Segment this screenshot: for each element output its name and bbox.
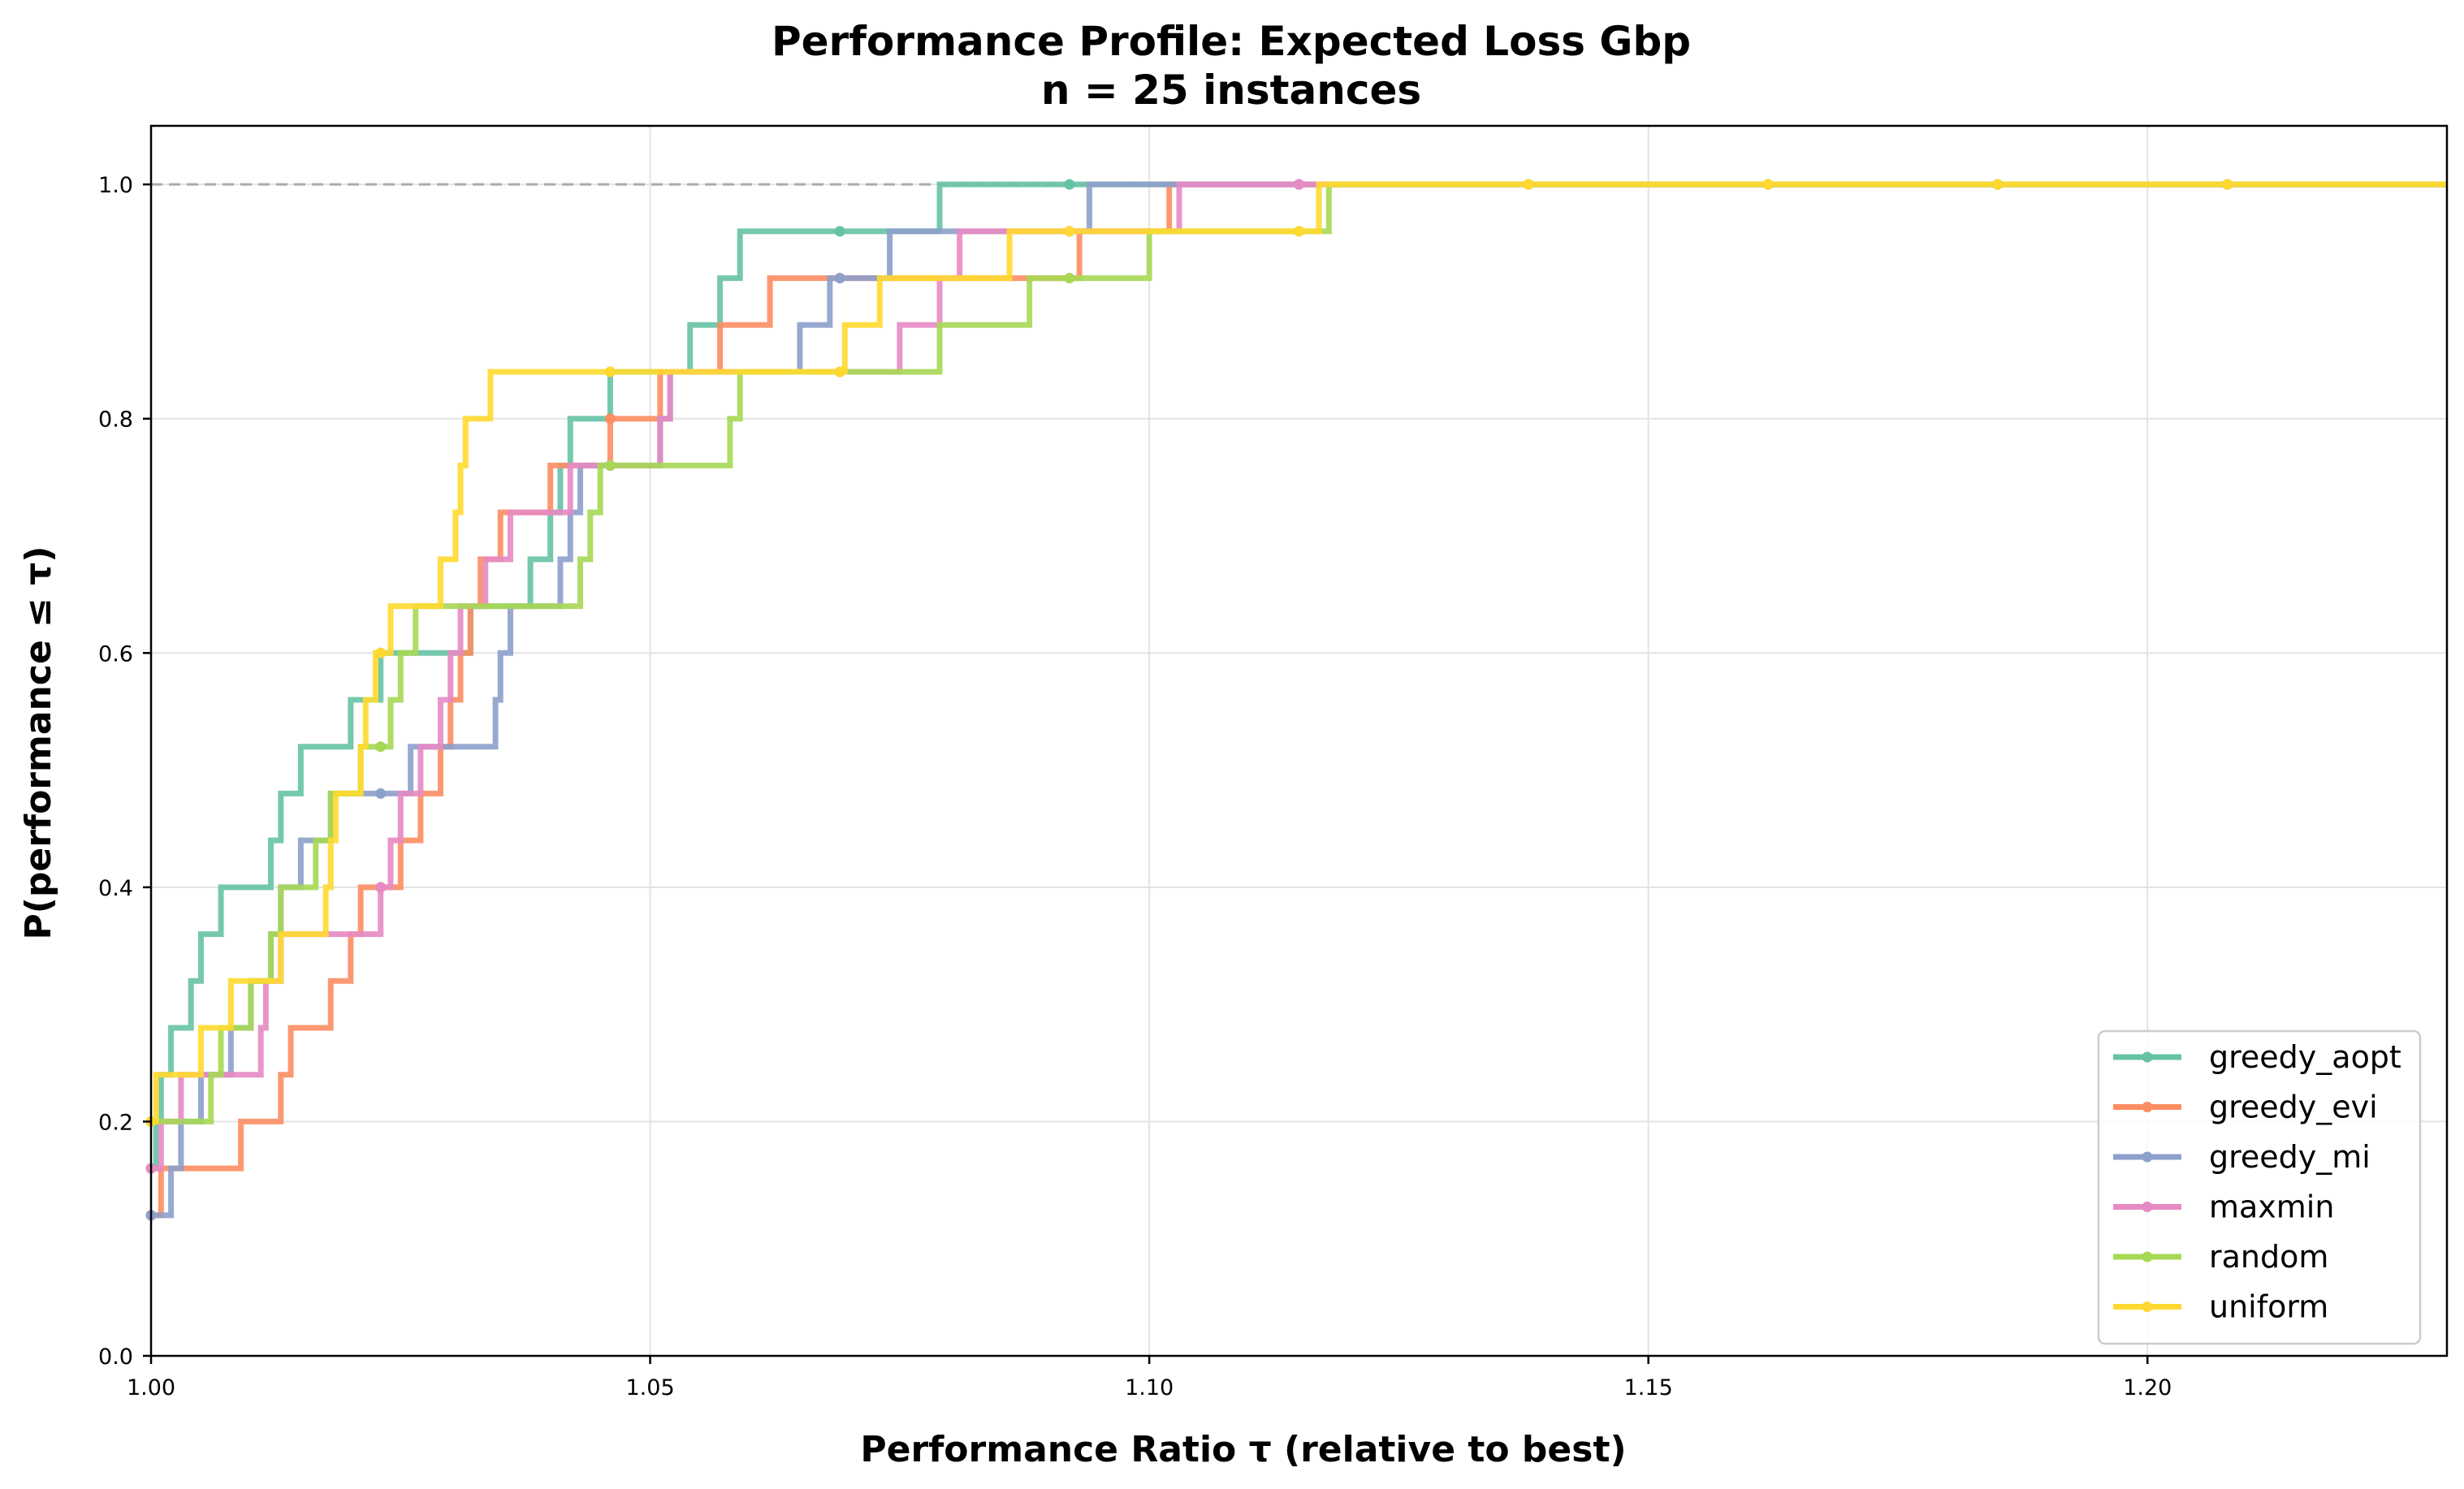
x-tick-label: 1.15 xyxy=(1624,1375,1673,1401)
x-tick-label: 1.00 xyxy=(127,1375,175,1401)
series-marker-random xyxy=(604,460,616,471)
legend-label: uniform xyxy=(2209,1289,2328,1325)
series-marker-uniform xyxy=(1992,179,2004,190)
series-marker-uniform xyxy=(1294,226,1304,237)
series-marker-uniform xyxy=(1064,226,1075,237)
series-marker-uniform xyxy=(834,366,845,378)
legend-marker xyxy=(2142,1102,2153,1112)
y-tick-label: 0.8 xyxy=(98,408,133,433)
legend-marker xyxy=(2142,1301,2153,1312)
x-tick-label: 1.20 xyxy=(2123,1375,2172,1401)
x-tick-label: 1.05 xyxy=(626,1375,675,1401)
series-marker-uniform xyxy=(375,647,387,658)
legend-label: greedy_aopt xyxy=(2209,1039,2401,1075)
chart-title: Performance Profile: Expected Loss Gbp xyxy=(772,18,1691,65)
x-tick-label: 1.10 xyxy=(1125,1375,1174,1401)
series-marker-uniform xyxy=(2222,179,2233,190)
series-marker-random xyxy=(1064,273,1075,284)
series-line-maxmin xyxy=(151,181,2447,1172)
legend-item-greedy_aopt: greedy_aopt xyxy=(2113,1039,2401,1075)
series-marker-uniform xyxy=(1523,179,1534,190)
series-line-greedy_aopt xyxy=(151,181,2447,1172)
y-axis-label: P(performance ≤ τ) xyxy=(18,546,59,940)
legend-item-greedy_mi: greedy_mi xyxy=(2113,1139,2371,1175)
y-tick-label: 0.4 xyxy=(98,876,133,901)
series-marker-greedy_aopt xyxy=(834,226,845,237)
legend-marker xyxy=(2142,1151,2153,1163)
y-tick-label: 0.6 xyxy=(98,641,133,667)
plot-area-frame xyxy=(149,124,2449,1357)
series-marker-uniform xyxy=(604,366,616,378)
series-marker-greedy_aopt xyxy=(1064,179,1075,190)
series-marker-greedy_mi xyxy=(834,273,845,284)
series-marker-random xyxy=(375,741,387,753)
x-axis-label: Performance Ratio τ (relative to best) xyxy=(860,1429,1626,1470)
legend-label: greedy_mi xyxy=(2209,1139,2371,1175)
y-axis-ticks: 0.0 0.2 0.4 0.6 0.8 1.0 xyxy=(98,173,151,1370)
legend-label: random xyxy=(2209,1239,2328,1275)
series-marker-maxmin xyxy=(1294,179,1304,190)
legend-item-uniform: uniform xyxy=(2113,1289,2328,1325)
legend-marker xyxy=(2142,1251,2153,1262)
chart-subtitle: n = 25 instances xyxy=(1041,67,1421,114)
series-line-greedy_evi xyxy=(151,181,2447,1219)
x-axis-ticks: 1.00 1.05 1.10 1.15 1.20 xyxy=(127,1356,2172,1401)
legend-item-greedy_evi: greedy_evi xyxy=(2113,1090,2378,1125)
legend-label: greedy_evi xyxy=(2209,1090,2378,1125)
legend-marker xyxy=(2142,1202,2153,1212)
legend-label: maxmin xyxy=(2209,1189,2334,1225)
series-marker-maxmin xyxy=(375,882,387,893)
y-tick-label: 0.0 xyxy=(98,1344,133,1370)
legend-item-random: random xyxy=(2113,1239,2328,1275)
series-line-greedy_mi xyxy=(151,181,2447,1219)
y-tick-label: 0.2 xyxy=(98,1110,133,1135)
legend-marker xyxy=(2142,1051,2153,1063)
y-tick-label: 1.0 xyxy=(98,173,133,198)
series-marker-uniform xyxy=(1762,179,1774,190)
legend-item-maxmin: maxmin xyxy=(2113,1189,2334,1225)
series-marker-greedy_mi xyxy=(375,788,387,799)
series-marker-greedy_evi xyxy=(604,413,616,425)
